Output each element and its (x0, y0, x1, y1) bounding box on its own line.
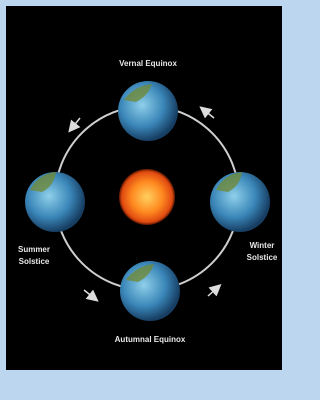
page: {"nodes": [ {"lines": ["Vernal Equinox"]… (0, 0, 289, 400)
label: Autumnal Equinox (115, 335, 186, 344)
earth (25, 172, 85, 232)
label: Solstice (247, 253, 278, 262)
earth (210, 172, 270, 232)
label: Summer (18, 245, 50, 254)
label: Vernal Equinox (119, 59, 177, 68)
label: Solstice (19, 257, 50, 266)
label: Winter (250, 241, 275, 250)
sun (119, 169, 175, 225)
diagram: Vernal Equinox Summer Solstice Winter Solsti… (0, 0, 289, 400)
